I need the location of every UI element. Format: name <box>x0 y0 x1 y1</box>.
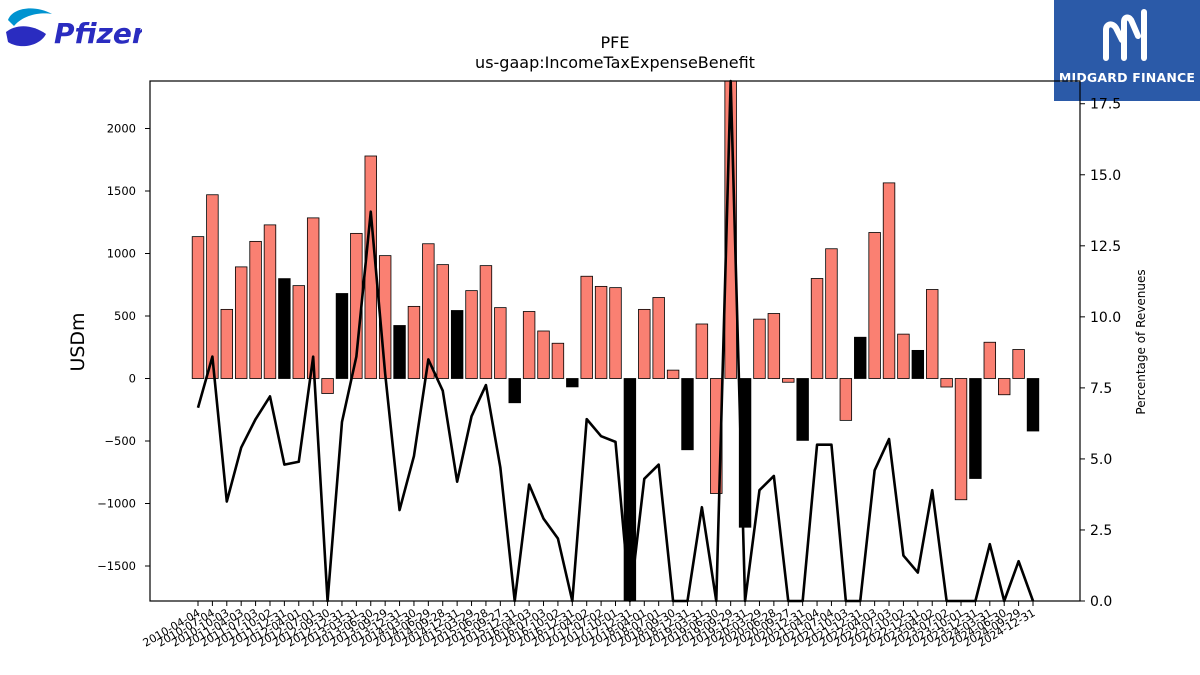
bar-quarterly <box>825 248 838 379</box>
axes-group: −1500 −1000 −500 0 500 1000 1500 2000 0.0 2.5 5.0 7… <box>97 80 1121 650</box>
y-axis-label: USDm <box>67 312 89 371</box>
bar-quarterly <box>292 285 305 379</box>
bar-quarterly <box>321 378 334 394</box>
y2-tick-label: 2.5 <box>1090 523 1112 539</box>
chart-title: PFE <box>601 33 630 52</box>
midgard-finance-logo: MIDGARD FINANCE <box>1054 0 1200 101</box>
y2-tick-label: 5.0 <box>1090 452 1112 468</box>
bars-group <box>191 80 1040 602</box>
bar-quarterly <box>609 287 622 379</box>
bar-quarterly <box>940 378 953 388</box>
bar-annual <box>796 378 809 441</box>
bar-annual <box>450 310 464 379</box>
bar-quarterly <box>234 266 248 379</box>
bar-quarterly <box>882 182 896 379</box>
bar-quarterly <box>306 217 320 379</box>
bar-quarterly <box>839 378 853 421</box>
bar-quarterly <box>753 318 766 379</box>
bar-quarterly <box>249 240 262 379</box>
midgard-logo-text: MIDGARD FINANCE <box>1058 70 1196 85</box>
bar-annual <box>911 349 925 379</box>
y2-axis-label: Percentage of Revenues <box>1134 269 1148 414</box>
bar-annual <box>508 378 521 404</box>
y2-tick-label: 7.5 <box>1090 381 1112 397</box>
bar-quarterly <box>782 378 795 383</box>
percentage-line <box>196 79 1035 603</box>
bar-annual <box>278 278 291 379</box>
y-tick-label: 1000 <box>107 247 136 261</box>
bar-annual <box>681 378 694 451</box>
line-group <box>196 79 1035 603</box>
bar-quarterly <box>191 236 205 379</box>
y-tick-label: 500 <box>114 309 136 323</box>
bar-quarterly <box>695 323 709 379</box>
bar-annual <box>969 378 982 479</box>
bar-quarterly <box>954 378 968 501</box>
bar-quarterly <box>407 305 421 379</box>
y2-tick-label: 0.0 <box>1090 594 1112 610</box>
bar-annual <box>1026 378 1040 432</box>
bar-quarterly <box>926 289 939 379</box>
bar-quarterly <box>522 311 536 379</box>
bar-quarterly <box>666 369 680 379</box>
bar-quarterly <box>580 275 593 379</box>
bar-quarterly <box>422 243 435 379</box>
bar-quarterly <box>983 341 997 379</box>
bar-quarterly <box>810 278 824 379</box>
bar-annual <box>738 378 752 528</box>
y-tick-label: 1500 <box>107 184 136 198</box>
pfizer-logo-text: Pfizer <box>54 17 142 50</box>
bar-annual <box>335 293 349 379</box>
y-tick-label: 2000 <box>107 122 136 136</box>
bar-annual <box>566 378 579 388</box>
bar-quarterly <box>551 342 565 379</box>
y-tick-label: −1000 <box>97 497 136 511</box>
pfizer-logo: Pfizer <box>2 2 148 60</box>
bar-quarterly <box>465 290 478 379</box>
bar-quarterly <box>638 308 651 379</box>
bar-quarterly <box>537 330 550 379</box>
chart-subtitle: us-gaap:IncomeTaxExpenseBenefit <box>475 53 755 72</box>
y2-tick-label: 17.5 <box>1090 97 1121 113</box>
y2-tick-label: 15.0 <box>1090 168 1121 184</box>
bar-quarterly <box>868 232 881 379</box>
y2-tick-label: 10.0 <box>1090 310 1121 326</box>
bar-quarterly <box>263 224 277 379</box>
bar-quarterly <box>1012 349 1025 379</box>
bar-quarterly <box>652 297 665 379</box>
bar-quarterly <box>206 194 219 379</box>
bar-quarterly <box>479 265 493 379</box>
y-tick-label: −1500 <box>97 559 136 573</box>
bar-annual <box>393 325 406 379</box>
bar-quarterly <box>897 333 910 379</box>
pfizer-pill-icon <box>6 8 52 47</box>
bar-quarterly <box>436 264 449 379</box>
bar-quarterly <box>767 313 781 379</box>
bar-quarterly <box>594 285 608 379</box>
y-tick-label: −500 <box>104 434 136 448</box>
midgard-m-icon <box>1103 9 1147 61</box>
bar-quarterly <box>494 307 507 379</box>
y2-tick-label: 12.5 <box>1090 239 1121 255</box>
bar-quarterly <box>220 308 233 379</box>
y-tick-label: 0 <box>129 372 136 386</box>
bar-annual <box>854 336 867 379</box>
bar-quarterly <box>998 378 1011 396</box>
